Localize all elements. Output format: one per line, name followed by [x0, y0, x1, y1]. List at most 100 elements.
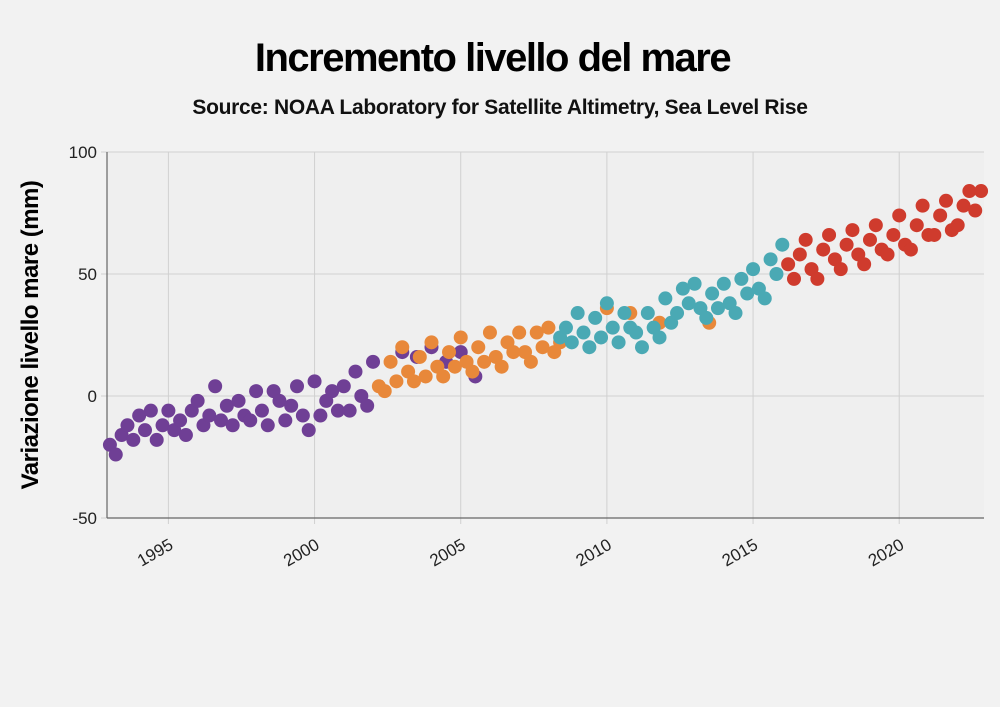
data-point — [447, 359, 462, 374]
data-point — [465, 364, 480, 379]
data-point — [640, 306, 655, 321]
data-point — [482, 325, 497, 340]
data-point — [301, 423, 316, 438]
data-point — [395, 340, 410, 355]
data-point — [178, 428, 193, 443]
data-point — [471, 340, 486, 355]
data-point — [377, 384, 392, 399]
data-point — [173, 413, 188, 428]
data-point — [138, 423, 153, 438]
data-point — [453, 330, 468, 345]
y-tick-label: 50 — [78, 265, 97, 284]
data-point — [734, 271, 749, 286]
data-point — [862, 232, 877, 247]
data-point — [313, 408, 328, 423]
data-point — [974, 184, 989, 199]
data-point — [938, 193, 953, 208]
chart-title: Incremento livello del mare — [254, 36, 732, 80]
data-point — [225, 418, 240, 433]
data-point — [927, 227, 942, 242]
data-point — [348, 364, 363, 379]
data-point — [670, 306, 685, 321]
chart-subtitle: Source: NOAA Laboratory for Satellite Al… — [192, 96, 808, 119]
data-point — [962, 184, 977, 199]
data-point — [915, 198, 930, 213]
data-point — [594, 330, 609, 345]
data-point — [892, 208, 907, 223]
data-point — [716, 276, 731, 291]
data-point — [383, 354, 398, 369]
data-point — [687, 276, 702, 291]
data-point — [564, 335, 579, 350]
data-point — [366, 354, 381, 369]
data-point — [746, 262, 761, 277]
data-point — [254, 403, 269, 418]
data-point — [763, 252, 778, 267]
data-point — [968, 203, 983, 218]
data-point — [868, 218, 883, 233]
data-point — [529, 325, 544, 340]
x-tick-label: 2000 — [280, 535, 322, 570]
data-point — [295, 408, 310, 423]
data-point — [775, 237, 790, 252]
data-point — [769, 267, 784, 281]
data-point — [880, 247, 895, 262]
data-point — [634, 340, 649, 355]
data-point — [325, 384, 340, 399]
data-point — [202, 408, 217, 423]
data-point — [278, 413, 293, 428]
data-point — [681, 296, 696, 311]
data-point — [190, 393, 205, 408]
x-tick-label: 2015 — [719, 535, 761, 570]
data-point — [570, 306, 585, 321]
data-point — [260, 418, 275, 433]
data-point — [512, 325, 527, 340]
data-point — [605, 320, 620, 335]
data-point — [477, 354, 492, 369]
data-point — [494, 359, 509, 374]
data-point — [243, 413, 258, 428]
data-point — [208, 379, 223, 394]
data-point — [149, 432, 164, 447]
data-point — [436, 369, 451, 384]
data-point — [219, 398, 234, 413]
data-point — [740, 286, 755, 301]
data-point — [506, 345, 521, 360]
data-point — [810, 271, 825, 286]
data-point — [588, 310, 603, 325]
data-point — [442, 345, 457, 360]
data-point — [629, 325, 644, 340]
x-tick-label: 1995 — [134, 535, 176, 570]
data-point — [786, 271, 801, 286]
data-point — [143, 403, 158, 418]
data-point — [120, 418, 135, 433]
data-point — [336, 379, 351, 394]
data-point — [424, 335, 439, 350]
data-point — [886, 227, 901, 242]
data-point — [161, 403, 176, 418]
data-point — [249, 384, 264, 399]
data-point — [214, 413, 229, 428]
data-point — [710, 301, 725, 316]
data-point — [582, 340, 597, 355]
data-point — [231, 393, 246, 408]
y-tick-label: 0 — [88, 387, 97, 406]
data-point — [728, 306, 743, 321]
data-point — [833, 262, 848, 277]
data-point — [418, 369, 433, 384]
data-point — [950, 218, 965, 233]
data-point — [781, 257, 796, 272]
x-tick-label: 2010 — [573, 535, 615, 570]
data-point — [558, 320, 573, 335]
data-point — [535, 340, 550, 355]
data-point — [903, 242, 918, 257]
data-point — [330, 403, 345, 418]
data-point — [307, 374, 322, 389]
data-point — [541, 320, 556, 335]
data-point — [599, 296, 614, 311]
data-point — [284, 398, 299, 413]
data-point — [108, 447, 123, 462]
data-point — [290, 379, 305, 394]
data-point — [909, 218, 924, 233]
